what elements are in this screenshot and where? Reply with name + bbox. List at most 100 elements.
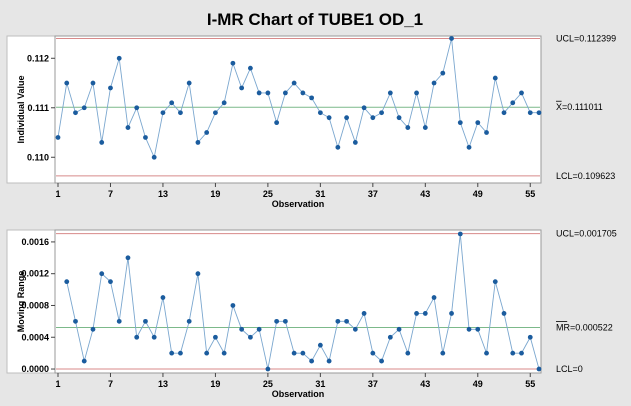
moving-range-data-point <box>274 318 280 324</box>
moving-range-x-axis-label: Observation <box>272 389 325 399</box>
individual-xtick-label: 1 <box>55 189 60 199</box>
individual-data-point <box>248 65 253 71</box>
moving-range-data-point <box>344 318 349 324</box>
moving-range-xtick-label: 19 <box>210 379 220 389</box>
individual-xtick-label: 13 <box>158 189 168 199</box>
individual-data-point <box>55 135 61 140</box>
individual-data-point <box>370 115 376 121</box>
moving-range-data-point <box>405 350 411 356</box>
individual-ytick-label: 0.111 <box>27 103 49 113</box>
moving-range-data-point <box>256 326 262 332</box>
moving-range-data-point <box>352 326 358 332</box>
individual-data-point <box>422 125 428 130</box>
moving-range-data-point <box>73 318 78 324</box>
moving-range-ytick-label: 0.0008 <box>21 300 49 310</box>
individual-data-point <box>536 110 542 116</box>
moving-range-panel: 0.0000 0.0004 0.0008 0.0012 0.0016 1 7 13 19 25 31… <box>6 229 617 399</box>
individual-xtick-label: 55 <box>525 189 535 199</box>
individual-data-point <box>510 100 516 106</box>
individual-data-point <box>344 115 349 121</box>
moving-range-ucl-label: UCL=0.001705 <box>556 229 617 239</box>
individual-data-point <box>99 140 105 145</box>
individual-data-point <box>282 90 288 96</box>
individual-data-point <box>81 105 87 111</box>
individual-data-point <box>73 110 78 116</box>
individual-data-point <box>317 110 323 116</box>
moving-range-center-symbol: MR <box>556 323 570 333</box>
individual-data-point <box>449 36 454 41</box>
moving-range-ytick-label: 0.0000 <box>21 364 49 374</box>
individual-data-point <box>309 95 315 101</box>
individual-lcl-label: LCL=0.109623 <box>556 171 615 181</box>
individual-data-point <box>169 100 175 106</box>
moving-range-ytick-label: 0.0016 <box>21 237 49 247</box>
moving-range-data-point <box>151 334 157 340</box>
moving-range-xtick-label: 1 <box>55 379 60 389</box>
moving-range-center-label: MR=0.000522 <box>556 323 613 333</box>
chart-title: I-MR Chart of TUBE1 OD_1 <box>207 10 423 29</box>
moving-range-data-point <box>501 311 507 316</box>
individual-data-point <box>466 144 472 150</box>
moving-range-data-point <box>195 271 201 277</box>
moving-range-data-point <box>81 358 87 364</box>
moving-range-data-point <box>510 350 516 356</box>
individual-xtick-label: 19 <box>210 189 220 199</box>
moving-range-data-point <box>125 255 131 261</box>
moving-range-data-point <box>300 350 306 356</box>
moving-range-data-point <box>466 326 472 332</box>
moving-range-xtick-label: 7 <box>108 379 113 389</box>
moving-range-data-point <box>248 334 253 340</box>
moving-range-data-point <box>422 311 428 316</box>
individual-data-point <box>116 55 122 61</box>
individual-data-point <box>300 90 306 96</box>
individual-data-point <box>160 110 166 116</box>
moving-range-data-point <box>309 358 315 364</box>
individual-y-axis-label: Individual Value <box>16 75 26 143</box>
individual-data-point <box>221 100 227 106</box>
moving-range-data-point <box>440 350 446 356</box>
moving-range-xtick-label: 49 <box>473 379 483 389</box>
individual-data-point <box>361 105 367 111</box>
individual-data-point <box>501 110 507 116</box>
moving-range-data-point <box>282 318 288 324</box>
individual-xtick-label: 25 <box>263 189 273 199</box>
moving-range-ytick-label: 0.0012 <box>21 269 49 279</box>
individual-data-point <box>457 120 463 126</box>
moving-range-data-point <box>475 326 481 332</box>
individual-data-point <box>396 115 402 121</box>
individual-data-point <box>440 70 446 76</box>
individual-data-point <box>108 85 113 91</box>
individual-xtick-label: 31 <box>315 189 325 199</box>
individual-data-point <box>379 110 384 116</box>
moving-range-y-axis-label: Moving Range <box>16 271 26 333</box>
moving-range-data-point <box>449 311 454 316</box>
moving-range-ytick-label: 0.0004 <box>21 332 49 342</box>
moving-range-data-point <box>178 350 183 356</box>
moving-range-data-point <box>169 350 175 356</box>
moving-range-data-point <box>143 318 148 324</box>
individual-data-point <box>414 90 419 96</box>
moving-range-data-point <box>519 350 524 356</box>
individual-data-point <box>405 125 411 130</box>
individual-data-point <box>527 110 533 116</box>
individual-center-value: =0.111011 <box>562 102 603 112</box>
individual-data-point <box>178 110 183 116</box>
individual-data-point <box>151 154 157 160</box>
moving-range-data-point <box>326 358 332 364</box>
individual-panel: 0.110 0.111 0.112 1 7 13 19 25 31 37 43 49 55 Observa… <box>6 34 616 209</box>
moving-range-data-point <box>396 326 402 332</box>
moving-range-data-point <box>414 311 419 316</box>
moving-range-data-point <box>230 303 236 308</box>
moving-range-data-point <box>431 295 437 300</box>
moving-range-xtick-label: 43 <box>420 379 430 389</box>
individual-data-point <box>143 135 148 140</box>
individual-data-point <box>213 110 218 116</box>
moving-range-data-point <box>160 295 166 300</box>
individual-xtick-label: 37 <box>368 189 378 199</box>
moving-range-data-point <box>492 279 498 285</box>
moving-range-xtick-label: 31 <box>315 379 325 389</box>
individual-xtick-label: 49 <box>473 189 483 199</box>
moving-range-plot-area <box>54 229 542 374</box>
moving-range-center-value: =0.000522 <box>570 323 613 333</box>
